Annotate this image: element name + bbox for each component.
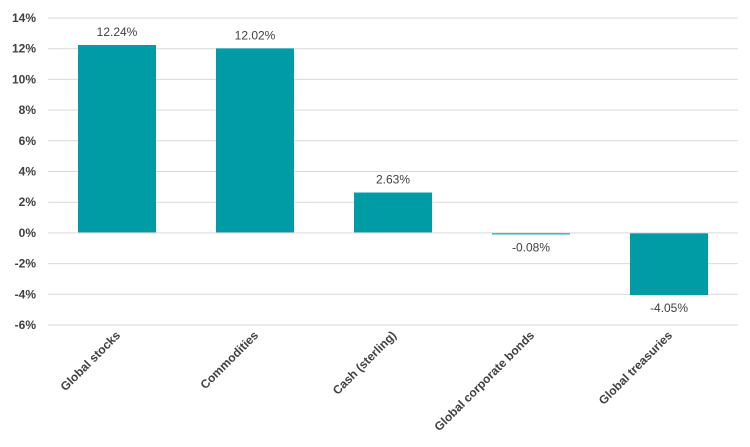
bar xyxy=(630,232,708,296)
data-label: -4.05% xyxy=(650,301,688,315)
bar xyxy=(216,48,294,233)
data-label: 2.63% xyxy=(376,173,410,187)
y-tick-label: 0% xyxy=(19,226,37,240)
y-tick-label: 4% xyxy=(19,165,37,179)
y-tick-label: 10% xyxy=(12,72,36,86)
y-tick-label: 2% xyxy=(19,195,37,209)
bar xyxy=(78,45,156,233)
category-label: Global stocks xyxy=(58,328,124,394)
y-tick-label: 12% xyxy=(12,42,36,56)
y-tick-label: -2% xyxy=(15,257,37,271)
gridlines xyxy=(48,17,738,326)
bar xyxy=(354,192,432,233)
bars xyxy=(78,45,708,296)
y-tick-label: -6% xyxy=(15,318,37,332)
data-label: 12.02% xyxy=(235,28,276,42)
y-tick-label: 8% xyxy=(19,103,37,117)
data-labels: 12.24% 12.02% 2.63% -0.08% -4.05% xyxy=(97,25,689,315)
category-label: Commodities xyxy=(197,328,261,392)
y-tick-label: 6% xyxy=(19,134,37,148)
data-label: 12.24% xyxy=(97,25,138,39)
bar xyxy=(492,232,570,235)
category-label: Cash (sterling) xyxy=(330,328,399,397)
data-label: -0.08% xyxy=(512,240,550,254)
y-tick-label: 14% xyxy=(12,11,36,25)
y-axis-tick-labels: 14% 12% 10% 8% 6% 4% 2% 0% -2% -4% -6% xyxy=(12,11,36,332)
x-axis-category-labels: Global stocks Commodities Cash (sterling) G… xyxy=(58,328,676,434)
y-tick-label: -4% xyxy=(15,287,37,301)
category-label: Global treasuries xyxy=(596,328,675,407)
category-label: Global corporate bonds xyxy=(432,328,538,434)
